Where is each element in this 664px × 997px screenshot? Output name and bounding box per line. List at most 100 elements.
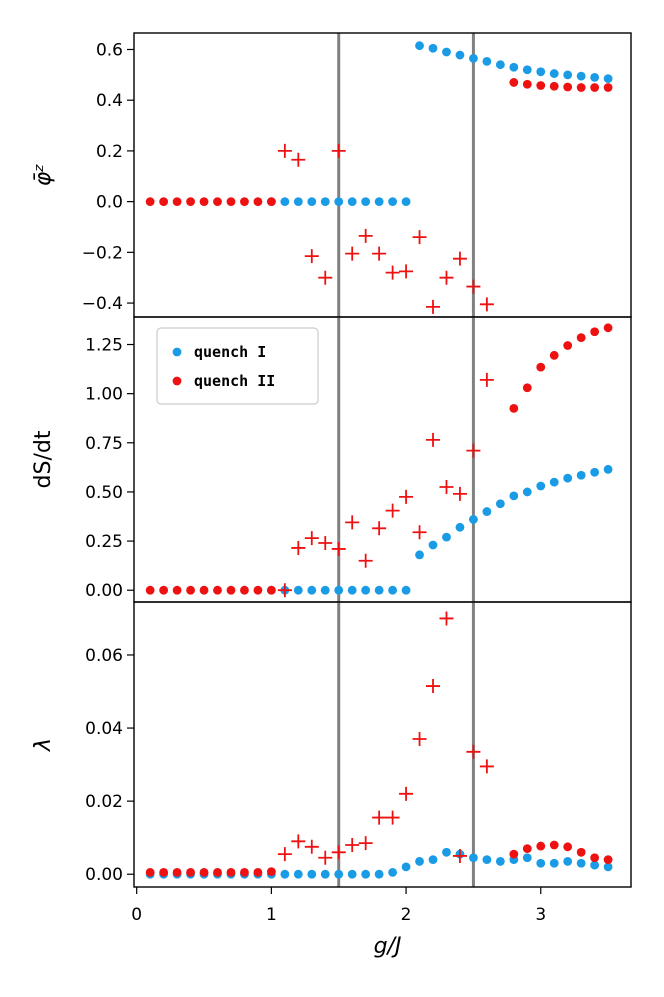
data-point — [415, 857, 424, 866]
data-point — [280, 197, 290, 207]
data-point — [469, 515, 478, 524]
data-point — [549, 69, 559, 78]
data-point — [145, 867, 155, 877]
data-point — [603, 74, 613, 84]
data-point — [509, 491, 519, 501]
data-point — [293, 869, 303, 879]
data-point — [159, 197, 169, 207]
data-point — [213, 867, 222, 877]
data-point — [536, 841, 546, 851]
data-point — [522, 65, 532, 75]
data-point-plus — [479, 372, 494, 387]
data-point — [320, 869, 330, 879]
data-point — [522, 844, 532, 854]
data-point — [536, 362, 546, 372]
data-point-plus — [439, 270, 454, 285]
data-point — [334, 585, 344, 595]
ytick-label: 0.04 — [85, 719, 123, 739]
data-point-plus — [466, 744, 481, 759]
data-point — [320, 585, 330, 595]
data-point — [307, 585, 317, 595]
data-point — [226, 867, 236, 877]
data-point — [401, 862, 411, 872]
ytick-label: −0.2 — [82, 243, 123, 263]
data-point-plus — [412, 230, 427, 245]
data-point-plus — [318, 270, 333, 285]
data-point — [482, 507, 492, 516]
data-point-plus — [385, 503, 400, 518]
data-point — [603, 323, 613, 333]
data-point — [293, 585, 303, 595]
data-point — [469, 853, 478, 863]
data-point — [293, 197, 303, 207]
ytick-label: 0.75 — [85, 434, 123, 454]
data-point-plus — [304, 249, 319, 264]
data-point — [590, 467, 600, 477]
data-point — [401, 585, 411, 595]
series-quench-II-plus — [277, 143, 494, 314]
data-point-plus — [452, 848, 467, 863]
xtick-label: 1 — [266, 905, 277, 925]
data-point — [603, 464, 613, 474]
data-point — [549, 858, 559, 868]
data-point — [361, 585, 371, 595]
ylabel-phi: φ̄ᶻ — [31, 164, 56, 187]
data-point — [428, 855, 438, 864]
data-point — [495, 60, 505, 70]
data-point-plus — [304, 531, 319, 546]
data-point-plus — [439, 611, 454, 626]
ytick-label: 0.25 — [85, 532, 123, 552]
data-point-plus — [466, 279, 481, 294]
data-point — [347, 869, 357, 879]
data-point — [374, 869, 384, 879]
data-point — [576, 847, 586, 857]
data-point — [509, 78, 519, 87]
data-point-plus — [318, 536, 333, 551]
data-point-plus — [372, 521, 387, 536]
xtick-label: 3 — [535, 905, 546, 925]
data-point — [522, 487, 532, 497]
legend-label: quench I — [194, 343, 266, 361]
data-point-plus — [318, 850, 333, 865]
data-point-plus — [277, 143, 292, 158]
ylabel-lambda: λ — [31, 738, 56, 752]
data-point-plus — [277, 847, 292, 862]
data-point — [482, 57, 492, 66]
data-point — [590, 327, 600, 337]
data-point — [307, 197, 317, 207]
series-quench-II-dot — [145, 323, 613, 595]
data-point — [563, 70, 573, 80]
data-point — [590, 72, 600, 82]
data-point — [522, 383, 532, 393]
data-point — [266, 867, 276, 877]
data-point-plus — [277, 583, 292, 598]
data-point — [442, 847, 451, 857]
data-point — [442, 47, 451, 57]
data-point — [415, 550, 424, 560]
data-point-plus — [358, 553, 373, 568]
data-point-plus — [479, 759, 494, 774]
data-point — [253, 197, 263, 207]
data-point — [172, 585, 182, 595]
data-point-plus — [291, 834, 306, 849]
data-point-plus — [372, 246, 387, 261]
ytick-label: 0.50 — [85, 483, 123, 503]
data-point — [199, 867, 209, 877]
data-point — [576, 333, 586, 343]
data-point — [253, 867, 263, 877]
legend-marker — [172, 376, 182, 386]
legend-box — [156, 327, 319, 405]
data-point — [347, 197, 357, 207]
data-point — [388, 867, 398, 877]
data-point — [388, 585, 398, 595]
data-point — [361, 869, 371, 879]
data-point-plus — [385, 810, 400, 825]
data-point — [549, 350, 559, 360]
data-point — [603, 862, 613, 872]
data-point-plus — [412, 732, 427, 747]
data-point-plus — [358, 228, 373, 243]
legend-marker — [172, 347, 182, 357]
legend: quench I quench II — [156, 327, 319, 405]
data-point — [563, 82, 573, 92]
